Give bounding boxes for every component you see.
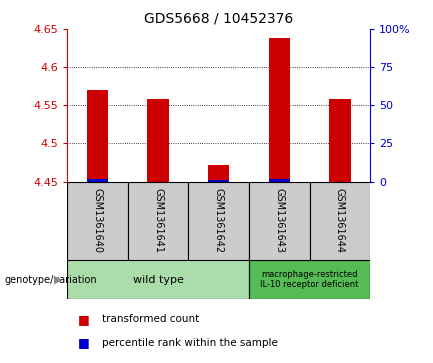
Text: macrophage-restricted
IL-10 receptor deficient: macrophage-restricted IL-10 receptor def… bbox=[260, 270, 359, 289]
Bar bbox=[249, 260, 370, 299]
Text: ■: ■ bbox=[78, 313, 90, 326]
Text: GSM1361643: GSM1361643 bbox=[274, 188, 284, 253]
Bar bbox=[208, 180, 229, 182]
Bar bbox=[67, 182, 128, 260]
Text: percentile rank within the sample: percentile rank within the sample bbox=[102, 338, 278, 348]
Bar bbox=[268, 38, 290, 182]
Bar bbox=[208, 165, 229, 182]
Bar bbox=[188, 182, 249, 260]
Bar bbox=[329, 182, 350, 183]
Text: ■: ■ bbox=[78, 337, 90, 350]
Bar bbox=[249, 182, 310, 260]
Bar bbox=[87, 90, 108, 182]
Text: GSM1361640: GSM1361640 bbox=[92, 188, 103, 253]
Bar bbox=[268, 179, 290, 182]
Bar bbox=[147, 182, 169, 183]
Text: GSM1361644: GSM1361644 bbox=[335, 188, 345, 253]
Bar bbox=[310, 182, 370, 260]
Bar bbox=[147, 99, 169, 182]
Text: ▶: ▶ bbox=[54, 274, 63, 285]
Title: GDS5668 / 10452376: GDS5668 / 10452376 bbox=[144, 11, 293, 25]
Bar bbox=[329, 99, 350, 182]
Text: genotype/variation: genotype/variation bbox=[4, 274, 97, 285]
Bar bbox=[67, 260, 249, 299]
Text: GSM1361641: GSM1361641 bbox=[153, 188, 163, 253]
Text: wild type: wild type bbox=[132, 274, 184, 285]
Text: GSM1361642: GSM1361642 bbox=[213, 188, 224, 253]
Bar bbox=[128, 182, 188, 260]
Text: transformed count: transformed count bbox=[102, 314, 199, 325]
Bar bbox=[87, 179, 108, 182]
